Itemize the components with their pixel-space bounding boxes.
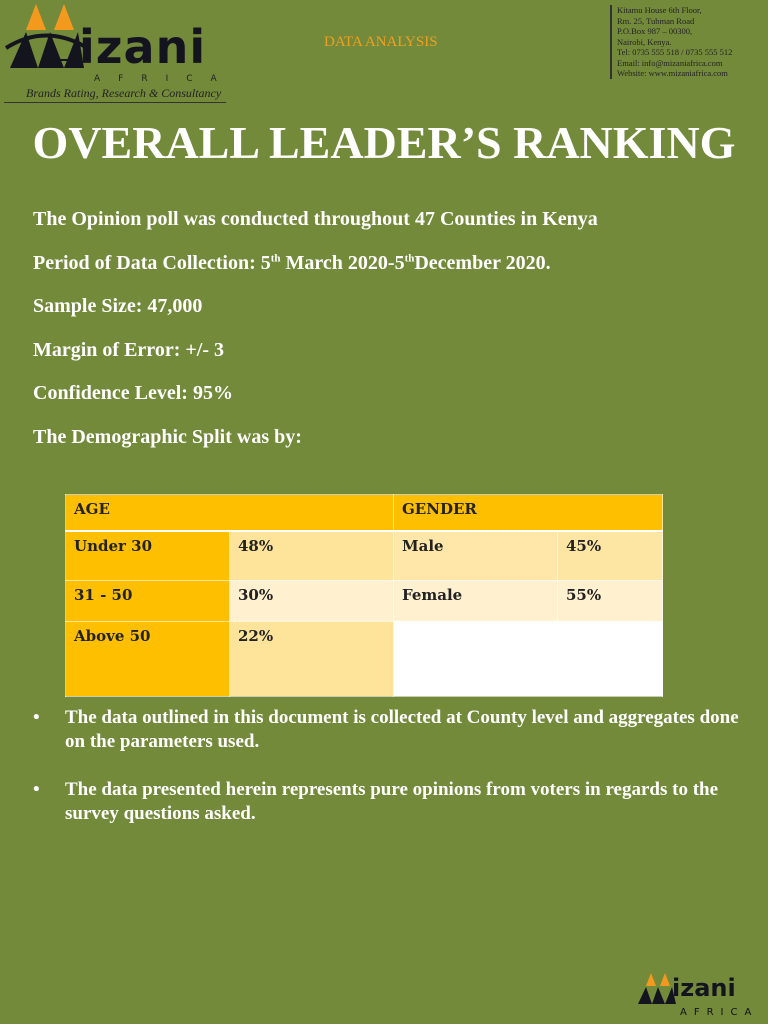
header-age: AGE bbox=[65, 494, 394, 532]
contact-line: Nairobi, Kenya. bbox=[617, 36, 672, 47]
fact-text: March 2020-5 bbox=[280, 251, 405, 274]
logo-scales-icon bbox=[4, 4, 84, 68]
gender-value: 45% bbox=[557, 530, 663, 581]
logo-tagline: Brands Rating, Research & Consultancy bbox=[26, 86, 222, 100]
demographic-table: AGE GENDER Under 30 48% Male 45% 31 - 50… bbox=[65, 494, 663, 697]
contact-line: Tel: 0735 555 518 / 0735 555 512 bbox=[617, 47, 733, 57]
table-row: Under 30 48% Male 45% bbox=[65, 530, 663, 581]
fact-margin: Margin of Error: +/- 3 bbox=[33, 338, 224, 361]
bullet-icon: • bbox=[33, 779, 40, 800]
age-label: Above 50 bbox=[65, 620, 230, 697]
age-value: 22% bbox=[229, 620, 394, 697]
contact-info: Kitamu House 6th Floor, Rm. 25, Tubman R… bbox=[610, 5, 732, 79]
age-value: 48% bbox=[229, 530, 394, 581]
table-row: 31 - 50 30% Female 55% bbox=[65, 579, 663, 622]
note-text: The data presented herein represents pur… bbox=[65, 779, 719, 824]
contact-line: Rm. 25, Tubman Road bbox=[617, 15, 695, 26]
age-value: 30% bbox=[229, 579, 394, 622]
contact-line: P.O.Box 987 – 00300, bbox=[617, 26, 693, 36]
fact-counties: The Opinion poll was conducted throughou… bbox=[33, 208, 598, 230]
logo-sub: AFRICA bbox=[680, 1007, 759, 1018]
contact-line: Website: www.mizaniafrica.com bbox=[617, 68, 728, 78]
gender-label: Male bbox=[393, 530, 558, 581]
fact-demographic: The Demographic Split was by: bbox=[33, 425, 302, 448]
list-item: • The data outlined in this document is c… bbox=[33, 706, 743, 754]
contact-line: Email: info@mizaniafrica.com bbox=[617, 57, 723, 68]
fact-text: December 2020. bbox=[414, 251, 551, 274]
age-label: Under 30 bbox=[65, 530, 230, 581]
logo-word: izani bbox=[79, 20, 207, 74]
divider bbox=[4, 102, 226, 103]
fact-confidence: Confidence Level: 95% bbox=[33, 382, 233, 404]
table-header-row: AGE GENDER bbox=[65, 494, 663, 532]
table-row: Above 50 22% bbox=[65, 620, 663, 697]
gender-value: 55% bbox=[557, 579, 663, 622]
empty-cell bbox=[393, 620, 663, 697]
gender-label: Female bbox=[393, 579, 558, 622]
poll-facts: The Opinion poll was conducted throughou… bbox=[33, 208, 598, 469]
logo-scales-icon bbox=[638, 973, 676, 1004]
age-label: 31 - 50 bbox=[65, 579, 230, 622]
superscript: th bbox=[404, 251, 415, 264]
superscript: th bbox=[270, 251, 281, 264]
notes-list: • The data outlined in this document is c… bbox=[33, 706, 743, 850]
bullet-icon: • bbox=[33, 707, 40, 728]
fact-period: Period of Data Collection: 5th March 202… bbox=[33, 252, 598, 296]
contact-line: Kitamu House 6th Floor, bbox=[617, 5, 702, 15]
header-gender: GENDER bbox=[393, 494, 663, 532]
footer-logo: izani AFRICA bbox=[636, 972, 768, 1024]
mizani-logo: izani AFRICA Brands Rating, Research & C… bbox=[4, 2, 229, 103]
list-item: • The data presented herein represents pu… bbox=[33, 778, 743, 826]
logo-word: izani bbox=[672, 974, 736, 1002]
section-label: DATA ANALYSIS bbox=[324, 34, 438, 50]
fact-sample-size: Sample Size: 47,000 bbox=[33, 295, 203, 317]
page-title: OVERALL LEADER’S RANKING bbox=[32, 117, 736, 168]
fact-text: Period of Data Collection: 5 bbox=[33, 251, 271, 274]
logo-sub: AFRICA bbox=[94, 74, 235, 84]
note-text: The data outlined in this document is co… bbox=[65, 707, 739, 752]
